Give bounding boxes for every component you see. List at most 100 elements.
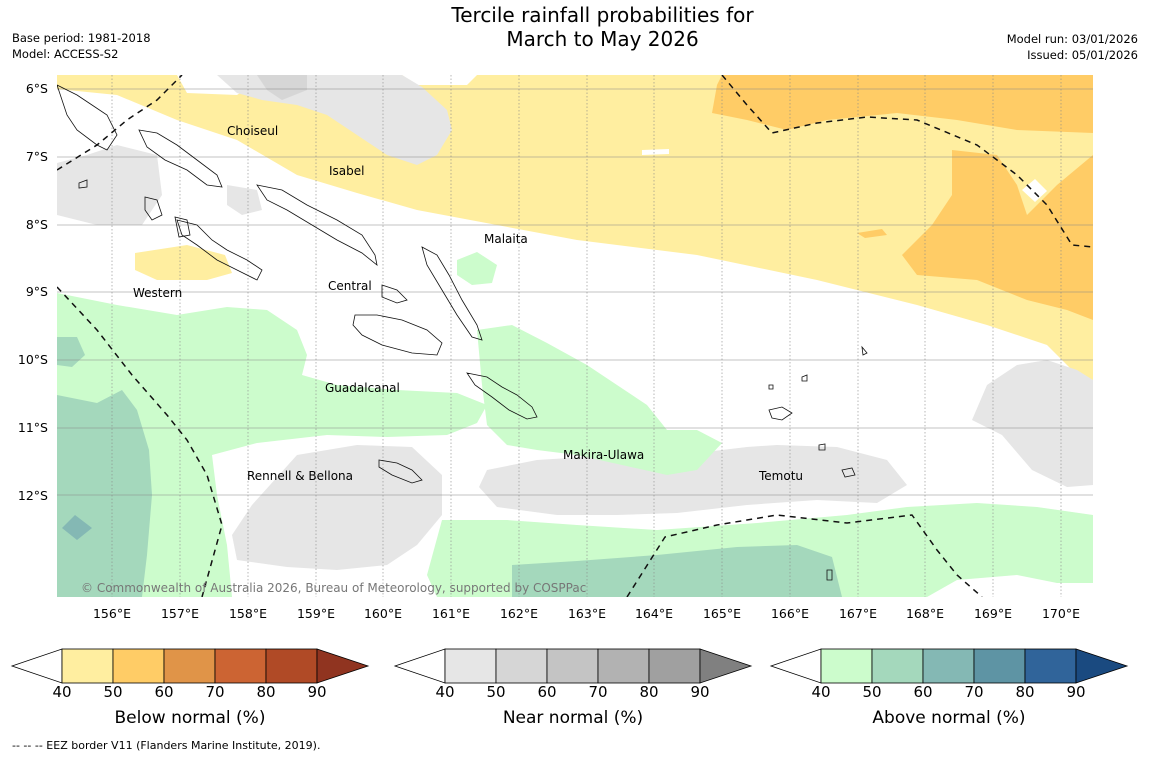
island-isabel <box>256 184 378 266</box>
eez-border-png <box>57 75 183 171</box>
colorbar-below <box>10 648 370 684</box>
island-rendova <box>174 216 191 238</box>
white-patch-1 <box>642 149 669 155</box>
colorbar-max-extend <box>699 648 753 684</box>
region-below-40b <box>135 245 232 280</box>
colorbar-min-extend <box>769 648 822 684</box>
cb-tick: 50 <box>862 683 882 701</box>
cb-tick: 60 <box>537 683 557 701</box>
lon-label: 164°E <box>634 606 673 621</box>
region-near-top3 <box>57 145 162 225</box>
cb-tick: 60 <box>913 683 933 701</box>
cb-tick: 70 <box>588 683 608 701</box>
lon-label: 169°E <box>973 606 1012 621</box>
copyright-text: © Commonwealth of Australia 2026, Bureau… <box>81 581 586 595</box>
island-rennell <box>378 459 423 484</box>
region-above-mid <box>477 325 722 475</box>
region-below-50c <box>857 229 887 238</box>
region-near-right <box>972 360 1093 487</box>
region-below-50 <box>712 75 1093 133</box>
lon-label: 161°E <box>431 606 470 621</box>
eez-border-vanuatu-north <box>57 286 223 597</box>
label-isabel: Isabel <box>329 164 364 178</box>
colorbar-min-extend <box>10 648 63 684</box>
eez-border-vanuatu-south <box>626 514 983 597</box>
island-santa-cruz <box>768 406 793 421</box>
island-small-5 <box>78 179 88 189</box>
colorbar-segment <box>214 648 267 684</box>
colorbar-segment <box>648 648 701 684</box>
model-run: Model run: 03/01/2026 <box>1006 32 1138 46</box>
cb-tick: 70 <box>205 683 225 701</box>
lat-label: 8°S <box>25 217 48 232</box>
island-utupua <box>818 443 826 451</box>
region-above-50-south <box>512 545 842 597</box>
lat-label: 11°S <box>17 420 48 435</box>
region-near-south2 <box>232 445 442 570</box>
island-choiseul <box>138 129 223 188</box>
title-line-2: March to May 2026 <box>506 27 699 51</box>
cb-tick: 70 <box>964 683 984 701</box>
cb-tick: 40 <box>811 683 831 701</box>
region-above-50-left <box>57 337 85 367</box>
map-title: Tercile rainfall probabilities for March… <box>350 3 855 51</box>
colorbar-segment <box>973 648 1026 684</box>
label-guadalcanal: Guadalcanal <box>325 381 400 395</box>
island-small-2 <box>801 374 808 382</box>
lon-label: 163°E <box>567 606 606 621</box>
cb-tick: 80 <box>639 683 659 701</box>
rainfall-map: Choiseul Isabel Malaita Central Western … <box>57 75 1093 597</box>
colorbar-min-extend <box>393 648 446 684</box>
lon-label: 168°E <box>905 606 944 621</box>
cb-tick: 80 <box>1015 683 1035 701</box>
cb-tick: 40 <box>435 683 455 701</box>
colorbar-label-near: Near normal (%) <box>502 708 644 728</box>
lon-label: 162°E <box>499 606 538 621</box>
region-near-south <box>479 445 907 515</box>
cb-tick: 90 <box>1066 683 1086 701</box>
label-choiseul: Choiseul <box>227 124 278 138</box>
islands <box>57 84 868 581</box>
colorbar-segment <box>1024 648 1077 684</box>
region-above-west <box>57 293 487 597</box>
region-above-50-west <box>57 390 152 597</box>
region-near-top <box>217 75 452 165</box>
colorbar-segment <box>61 648 114 684</box>
region-below-50b <box>902 150 1093 320</box>
eez-border-tuvalu <box>721 75 1093 248</box>
cb-tick: 50 <box>486 683 506 701</box>
colorbar-segment <box>163 648 216 684</box>
lat-label: 6°S <box>25 81 48 96</box>
lon-label: 158°E <box>228 606 267 621</box>
title-line-1: Tercile rainfall probabilities for <box>451 3 754 27</box>
island-small-1 <box>861 345 868 356</box>
island-bougainville <box>57 84 118 151</box>
lat-label: 7°S <box>25 149 48 164</box>
colorbar-segment <box>546 648 599 684</box>
label-rennell: Rennell & Bellona <box>247 469 353 483</box>
region-above-malaita <box>457 252 497 285</box>
colorbar-segment <box>444 648 497 684</box>
region-near-mid <box>227 185 262 215</box>
lon-label: 167°E <box>838 606 877 621</box>
lon-label: 165°E <box>702 606 741 621</box>
lon-label: 160°E <box>363 606 402 621</box>
region-below-40 <box>57 75 1093 380</box>
island-malaita <box>421 246 483 341</box>
label-makira: Makira-Ulawa <box>563 448 644 462</box>
colorbar-segment <box>597 648 650 684</box>
cb-tick: 40 <box>52 683 72 701</box>
colorbar-segment <box>265 648 318 684</box>
label-central: Central <box>328 279 372 293</box>
meta-right: Model run: 03/01/2026 Issued: 05/01/2026 <box>1007 31 1138 63</box>
island-makira <box>466 372 538 420</box>
white-patch-top2 <box>402 75 477 85</box>
cb-tick: 60 <box>154 683 174 701</box>
issued-date: Issued: 05/01/2026 <box>1027 48 1138 62</box>
model-name: Model: ACCESS-S2 <box>12 47 119 61</box>
colorbar-segment <box>495 648 548 684</box>
island-guadalcanal <box>352 314 443 356</box>
island-small-3 <box>768 384 774 390</box>
cb-tick: 50 <box>103 683 123 701</box>
label-temotu: Temotu <box>758 469 803 483</box>
